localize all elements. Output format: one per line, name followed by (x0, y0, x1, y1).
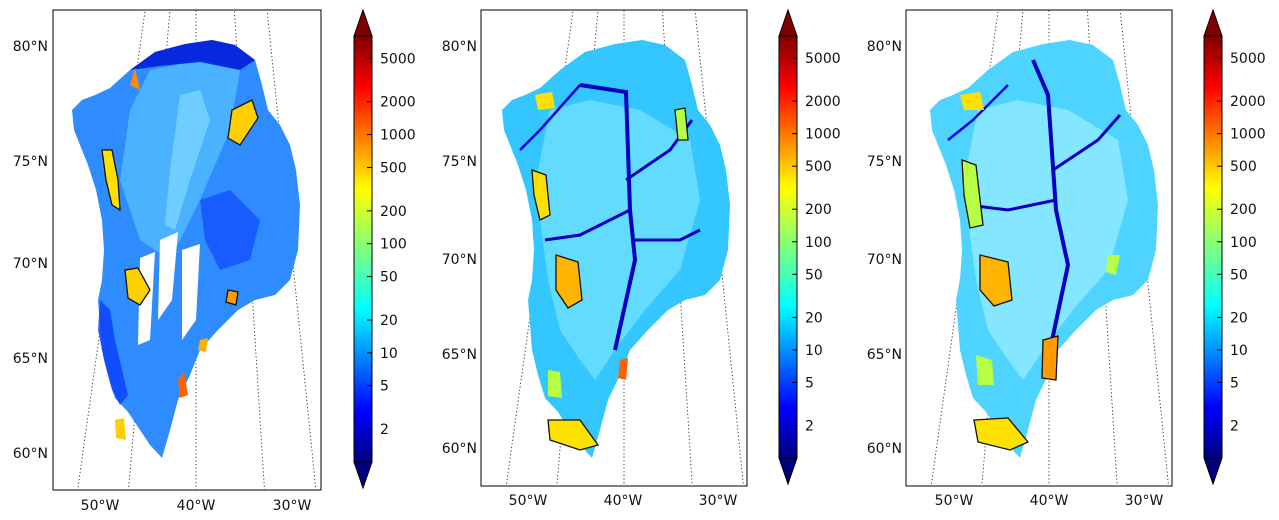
greenland-ice-velocity-field (502, 40, 730, 458)
colorbar-tick-label: 10 (380, 346, 398, 362)
colorbar-tick-label: 2 (1230, 418, 1239, 434)
colorbar-tick-label: 5000 (1230, 51, 1266, 67)
colorbar-tick-label: 100 (380, 237, 407, 253)
colorbar-extend-max (353, 8, 373, 37)
colorbar-tick-label: 200 (380, 204, 407, 220)
colorbar-tick-label: 20 (1230, 310, 1248, 326)
lon-label-40w: 40°W (604, 493, 643, 509)
map-panel-model-a: 80°N 75°N 70°N 65°N 60°N 50°W 40°W 30°W (442, 9, 748, 509)
colorbar-extend-max (1203, 8, 1223, 37)
lat-label-70n: 70°N (867, 252, 902, 268)
colorbar-tick-label: 1000 (380, 128, 416, 144)
longitude-labels: 50°W 40°W 30°W (509, 493, 738, 509)
colorbar-tick-label: 2000 (1230, 94, 1266, 110)
lat-label-80n: 80°N (442, 39, 477, 55)
colorbar-frame (1203, 35, 1223, 459)
lat-label-80n: 80°N (867, 39, 902, 55)
lat-label-60n: 60°N (442, 441, 477, 457)
contour-100 (961, 159, 1059, 451)
colorbar: 5000 2000 1000 500 200 100 50 20 10 5 2 (778, 8, 841, 486)
colorbar-tick-label: 20 (805, 310, 823, 326)
lon-label-50w: 50°W (935, 493, 974, 509)
colorbar-tick-label: 5000 (805, 51, 841, 67)
map-frame (52, 9, 322, 491)
latitude-labels: 80°N 75°N 70°N 65°N 60°N (867, 39, 902, 457)
greenland-ice-velocity-field (930, 40, 1158, 458)
colorbar-tick-label: 200 (805, 202, 832, 218)
lat-label-60n: 60°N (13, 446, 48, 462)
lon-label-30w: 30°W (699, 493, 738, 509)
map-panel-model-b: 80°N 75°N 70°N 65°N 60°N 50°W 40°W 30°W (867, 9, 1173, 509)
colorbar-tick-label: 50 (380, 270, 398, 286)
colorbar-tick-label: 10 (805, 343, 823, 359)
longitude-labels: 50°W 40°W 30°W (935, 493, 1164, 509)
colorbar-tick-label: 50 (1230, 267, 1248, 283)
colorbar-tick-label: 5 (1230, 375, 1239, 391)
colorbar-frame (353, 35, 373, 463)
colorbar-extend-min (1203, 457, 1223, 486)
colorbar: 5000 2000 1000 500 200 100 50 20 10 5 2 (1203, 8, 1266, 486)
colorbar-tick-label: 5 (805, 375, 814, 391)
longitude-labels: 50°W 40°W 30°W (81, 498, 312, 514)
colorbar-tick-label: 500 (1230, 159, 1257, 175)
lat-label-65n: 65°N (442, 347, 477, 363)
latitude-labels: 80°N 75°N 70°N 65°N 60°N (13, 39, 48, 462)
colorbar-gradient (354, 36, 372, 462)
lon-label-50w: 50°W (81, 498, 120, 514)
colorbar-tick-label: 1000 (805, 127, 841, 143)
graticule (77, 10, 317, 490)
lat-label-75n: 75°N (13, 154, 48, 170)
lon-label-30w: 30°W (1125, 493, 1164, 509)
lon-label-40w: 40°W (1030, 493, 1069, 509)
colorbar-tick-label: 500 (805, 159, 832, 175)
colorbar-tick-label: 2 (805, 418, 814, 434)
meridian-line (694, 10, 744, 486)
colorbar-tick-label: 2000 (380, 95, 416, 111)
map-frame (905, 9, 1173, 487)
colorbar: 5000 2000 1000 500 200 100 50 20 10 5 2 (353, 8, 416, 490)
lon-label-30w: 30°W (273, 498, 312, 514)
lat-label-65n: 65°N (13, 351, 48, 367)
colorbar-tick-label: 2 (380, 422, 389, 438)
lat-label-70n: 70°N (13, 256, 48, 272)
colorbar-tick-label: 100 (1230, 235, 1257, 251)
latitude-labels: 80°N 75°N 70°N 65°N 60°N (442, 39, 477, 457)
colorbar-tick-label: 1000 (1230, 127, 1266, 143)
lat-label-70n: 70°N (442, 252, 477, 268)
lat-label-60n: 60°N (867, 441, 902, 457)
colorbar-tick-label: 100 (805, 235, 832, 251)
meridian-line (1119, 10, 1169, 486)
map-frame (480, 9, 748, 487)
colorbar-tick-label: 20 (380, 313, 398, 329)
lat-label-80n: 80°N (13, 39, 48, 55)
lon-label-40w: 40°W (177, 498, 216, 514)
colorbar-tick-label: 5 (380, 379, 389, 395)
colorbar-tick-label: 2000 (805, 94, 841, 110)
colorbar-tick-label: 10 (1230, 343, 1248, 359)
contour-100 (531, 107, 689, 451)
colorbar-tick-label: 50 (805, 267, 823, 283)
lat-label-75n: 75°N (867, 154, 902, 170)
lat-label-65n: 65°N (867, 347, 902, 363)
lon-label-50w: 50°W (509, 493, 548, 509)
colorbar-extend-min (778, 457, 798, 486)
contour-100 (101, 99, 259, 306)
lat-label-75n: 75°N (442, 154, 477, 170)
meridian-line (266, 10, 317, 490)
greenland-ice-velocity-field (72, 40, 300, 458)
colorbar-extend-min (353, 461, 373, 490)
colorbar-extend-max (778, 8, 798, 37)
colorbar-gradient (779, 36, 797, 458)
colorbar-tick-label: 5000 (380, 51, 416, 67)
colorbar-gradient (1204, 36, 1222, 458)
colorbar-tick-label: 500 (380, 160, 407, 176)
map-panel-observed: 80°N 75°N 70°N 65°N 60°N 50°W 40°W 30°W (13, 9, 322, 514)
colorbar-frame (778, 35, 798, 459)
colorbar-tick-label: 200 (1230, 202, 1257, 218)
